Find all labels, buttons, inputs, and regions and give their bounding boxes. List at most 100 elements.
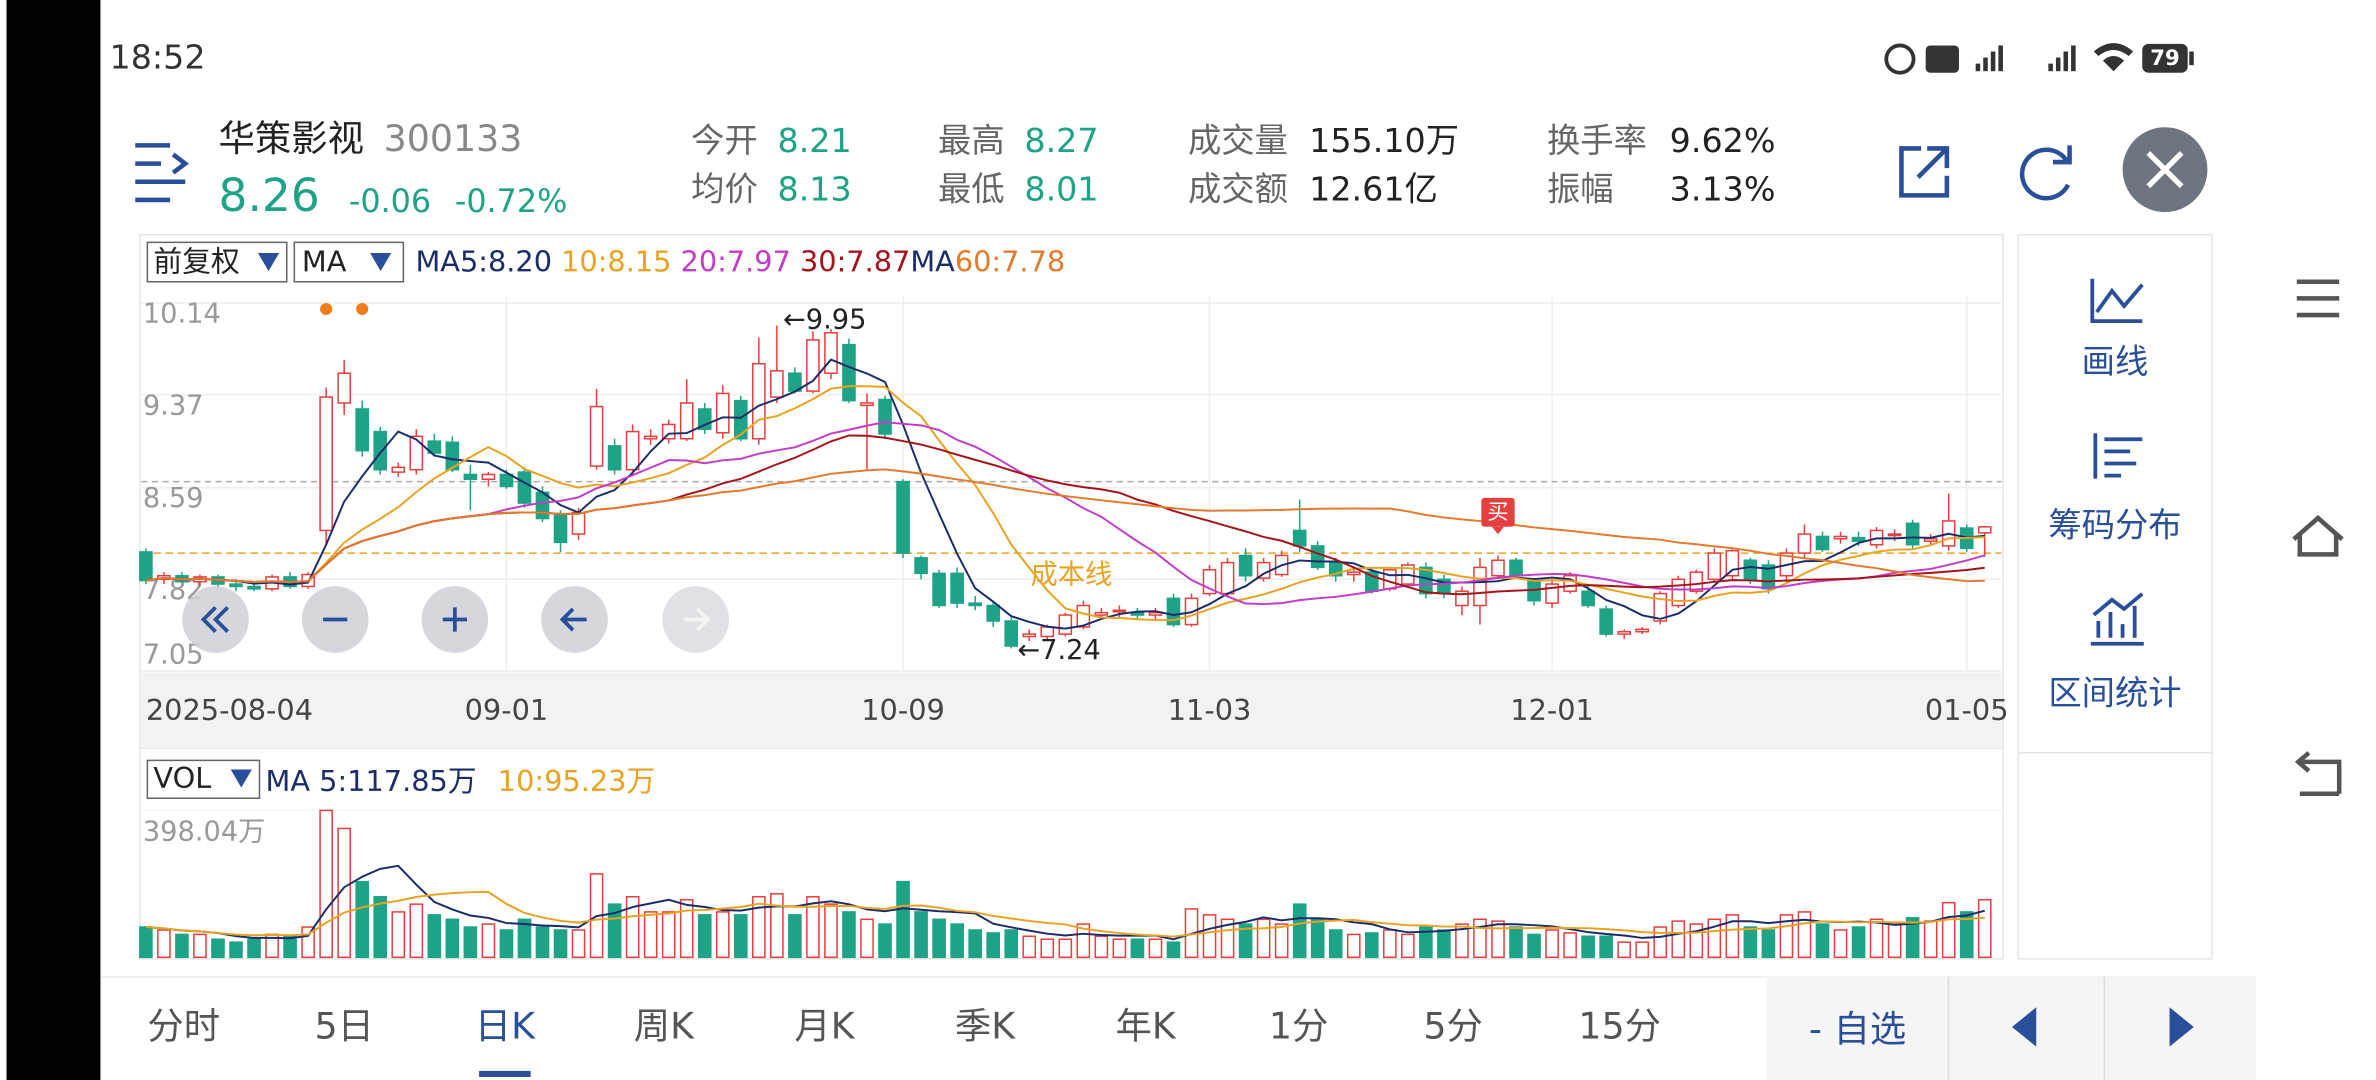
draw-icon[interactable] [2090,278,2144,324]
stats-icon[interactable] [2090,592,2144,646]
tool-label[interactable]: 区间统计 [2048,674,2181,713]
volume-bar [391,911,406,959]
close-button[interactable] [2122,127,2208,213]
candle-body [1707,552,1722,581]
volume-bar [643,911,658,959]
volume-bar [517,918,532,959]
candle-body [1346,571,1361,576]
candle-body [824,331,838,374]
tab[interactable]: 周K [634,1004,695,1047]
volume-bar [1382,929,1397,959]
candle-body [553,514,568,544]
volume-bar [914,911,928,959]
candle-body [1166,597,1181,626]
chart-control-icon [559,607,587,632]
tab[interactable]: 月K [794,1004,855,1047]
tab[interactable]: 15分 [1578,1004,1661,1047]
candle-body [1148,611,1163,616]
chip-icon[interactable] [2093,433,2143,479]
tool-label[interactable]: 画线 [2082,342,2149,381]
candle-body [1905,522,1920,546]
volume-bar [1022,935,1037,959]
volume-bar [1527,933,1541,959]
tab[interactable]: 分时 [147,1004,220,1047]
candle-body [319,396,333,532]
volume-bar [806,896,820,959]
candle-body [1887,533,1902,537]
nav-back[interactable] [2294,751,2342,796]
volume-bar [1058,938,1073,959]
volume-bar [1274,923,1289,959]
next-button[interactable] [2169,1007,2194,1047]
candle-body [1653,592,1668,622]
tab[interactable]: 季K [955,1004,1016,1047]
battery-level: 79 [2150,45,2180,70]
share-icon[interactable] [1899,146,1950,198]
vol-ma-line [145,890,1985,938]
watch-button[interactable]: - 自选 [1809,1008,1906,1051]
volume-bar [1977,898,1992,959]
stock-code: 300133 [384,117,523,160]
tool-label[interactable]: 筹码分布 [2048,506,2181,545]
volume-bar [824,903,838,959]
tab[interactable]: 5分 [1423,1004,1482,1047]
candle-body [914,557,928,575]
volume-bar [1671,920,1686,959]
candle-body [1743,559,1758,581]
volume-bar [337,827,351,959]
volume-bar [1220,918,1235,959]
stat-value: 12.61亿 [1309,169,1438,208]
candle-body [752,362,766,440]
menu-icon[interactable] [135,143,190,203]
buy-marker-tip [1491,526,1505,535]
volume-bar [1851,926,1866,959]
stat-label: 成交量 [1188,121,1288,160]
candle-body [1004,620,1019,647]
vol-ma-legend: MA 5:117.85万 10:95.23万 [266,764,656,798]
candle-body [1635,628,1650,633]
nav-home[interactable] [2292,515,2344,557]
candle-body [986,604,1001,622]
candle-body [1310,545,1325,569]
volume-bar [1202,914,1217,959]
volume-bar [1959,911,1974,959]
tab[interactable]: 5日 [315,1004,374,1047]
clock: 18:52 [110,38,206,77]
refresh-icon[interactable] [2019,145,2072,201]
vol-ma-legend-item: 10:95.23万 [498,764,655,798]
volume-bar [319,809,333,959]
tab[interactable]: 年K [1115,1004,1176,1047]
stat-label: 均价 [691,169,758,208]
chart-control-icon [442,607,467,632]
tab[interactable]: 日K [475,1004,536,1047]
buy-marker-text: 买 [1487,499,1508,524]
candle-body [1292,529,1307,547]
volume-bar [842,911,856,959]
volume-bar [445,918,460,959]
volume-bar [1328,929,1343,959]
volume-bar [715,911,730,959]
volume-bar [1833,929,1848,959]
candle-body [229,583,243,588]
prev-button[interactable] [2012,1007,2037,1047]
volume-bar [1599,935,1613,959]
candle-body [896,480,910,554]
volume-bar [896,880,910,959]
volume-bar [247,938,261,959]
volume-bar [1256,918,1271,959]
candle-body [1491,559,1505,577]
volume-bar [752,896,766,959]
volume-bar [1509,926,1523,959]
volume-bar [1689,923,1704,959]
nav-menu[interactable] [2296,279,2340,318]
dropdown-arrow [370,252,392,272]
volume-bar [1238,923,1253,959]
high-label: ←9.95 [783,305,867,336]
stat-value: 9.62% [1670,121,1776,160]
ma-line [145,468,1985,583]
volume-bar [697,914,712,959]
tab[interactable]: 1分 [1269,1004,1328,1047]
ma-line [145,358,1985,630]
candle-body [607,445,622,471]
candle-body [499,473,514,488]
